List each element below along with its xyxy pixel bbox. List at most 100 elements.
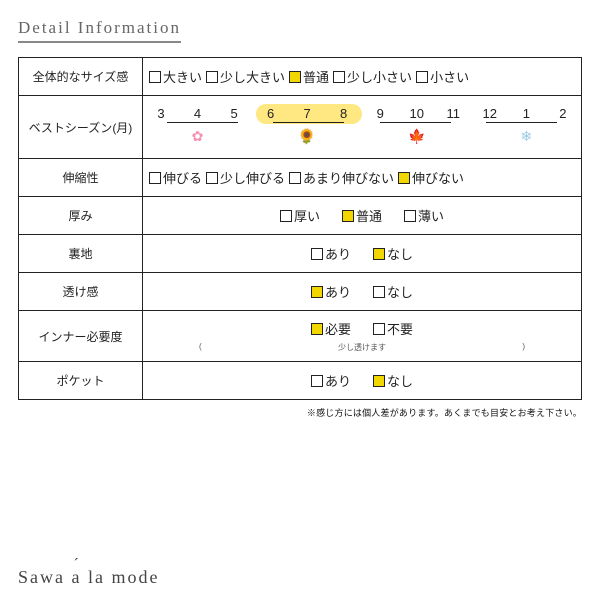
table-row-thick: 厚み 厚い 普通 薄い [19, 197, 582, 235]
option: 少し大きい [206, 67, 285, 86]
sunflower-icon: 🌻 [295, 128, 319, 145]
option: 少し伸びる [206, 168, 285, 187]
month-label: 3 [149, 106, 173, 121]
season-cell: 345678910111212✿🌻🍁❄ [143, 96, 582, 159]
option-label: 伸びる [163, 168, 202, 187]
icon-spacer [478, 128, 502, 145]
checkbox-icon [398, 172, 410, 184]
icon-spacer [368, 128, 392, 145]
table-row-stretch: 伸縮性伸びる少し伸びるあまり伸びない伸びない [19, 159, 582, 197]
option: なし [373, 371, 413, 390]
snow-icon: ❄ [514, 128, 538, 145]
table-row-inner: インナー必要度 必要 不要 (少し透けます) [19, 311, 582, 362]
row-options: あり なし [143, 273, 582, 311]
checkbox-icon [311, 286, 323, 298]
option-label: あまり伸びない [303, 168, 394, 187]
month-label: 5 [222, 106, 246, 121]
checkbox-icon [206, 172, 218, 184]
option-label: あり [325, 371, 351, 390]
month-label: 6 [259, 106, 283, 121]
checkbox-icon [416, 71, 428, 83]
checkbox-icon [149, 172, 161, 184]
option: 伸びない [398, 168, 464, 187]
option-label: 普通 [303, 67, 329, 86]
option: 大きい [149, 67, 202, 86]
option: あり [311, 244, 351, 263]
row-label: 厚み [19, 197, 143, 235]
row-options: 大きい少し大きい普通少し小さい小さい [143, 58, 582, 96]
checkbox-icon [404, 210, 416, 222]
option: なし [373, 244, 413, 263]
option-label: 大きい [163, 67, 202, 86]
row-subnote: (少し透けます) [149, 342, 575, 353]
table-row-pocket: ポケット あり なし [19, 362, 582, 400]
season-segment-line [380, 122, 451, 123]
icon-spacer [259, 128, 283, 145]
table-row-lining: 裏地 あり なし [19, 235, 582, 273]
month-label: 11 [441, 106, 465, 121]
table-row-size: 全体的なサイズ感大きい少し大きい普通少し小さい小さい [19, 58, 582, 96]
checkbox-icon [311, 323, 323, 335]
month-label: 8 [332, 106, 356, 121]
option-label: 少し伸びる [220, 168, 285, 187]
brand: Sawa a la mode [18, 567, 159, 588]
option-label: 薄い [418, 206, 444, 225]
option: 薄い [404, 206, 444, 225]
month-label: 7 [295, 106, 319, 121]
option-label: なし [387, 371, 413, 390]
option-label: 不要 [387, 319, 413, 338]
row-label: インナー必要度 [19, 311, 143, 362]
row-options: 必要 不要 (少し透けます) [143, 311, 582, 362]
footnote: ※感じ方には個人差があります。あくまでも目安とお考え下さい。 [18, 406, 582, 419]
month-label: 1 [514, 106, 538, 121]
option-label: あり [325, 244, 351, 263]
icon-spacer [441, 128, 465, 145]
checkbox-icon [289, 172, 301, 184]
checkbox-icon [311, 375, 323, 387]
season-segment-line [273, 122, 344, 123]
option: 厚い [280, 206, 320, 225]
icon-spacer [149, 128, 173, 145]
checkbox-icon [149, 71, 161, 83]
option-label: なし [387, 282, 413, 301]
checkbox-icon [333, 71, 345, 83]
row-options: 厚い 普通 薄い [143, 197, 582, 235]
row-label: 裏地 [19, 235, 143, 273]
season-segment-line [167, 122, 238, 123]
leaf-icon: 🍁 [405, 128, 429, 145]
checkbox-icon [373, 248, 385, 260]
row-label: 全体的なサイズ感 [19, 58, 143, 96]
option: 普通 [342, 206, 382, 225]
row-label: ポケット [19, 362, 143, 400]
option: 普通 [289, 67, 329, 86]
season-segment-line [486, 122, 557, 123]
option: 不要 [373, 319, 413, 338]
row-label: ベストシーズン(月) [19, 96, 143, 159]
option-label: 少し大きい [220, 67, 285, 86]
row-options: あり なし [143, 235, 582, 273]
month-label: 12 [478, 106, 502, 121]
option-label: 普通 [356, 206, 382, 225]
icon-spacer [222, 128, 246, 145]
option-label: 必要 [325, 319, 351, 338]
checkbox-icon [342, 210, 354, 222]
option: 伸びる [149, 168, 202, 187]
option-label: 少し小さい [347, 67, 412, 86]
option: 小さい [416, 67, 469, 86]
option: 必要 [311, 319, 351, 338]
option: あり [311, 371, 351, 390]
checkbox-icon [373, 286, 385, 298]
row-label: 透け感 [19, 273, 143, 311]
checkbox-icon [280, 210, 292, 222]
table-row-sheer: 透け感 あり なし [19, 273, 582, 311]
option-label: 伸びない [412, 168, 464, 187]
option: なし [373, 282, 413, 301]
detail-table: 全体的なサイズ感大きい少し大きい普通少し小さい小さいベストシーズン(月)3456… [18, 57, 582, 400]
icon-spacer [551, 128, 575, 145]
checkbox-icon [311, 248, 323, 260]
table-row-season: ベストシーズン(月)345678910111212✿🌻🍁❄ [19, 96, 582, 159]
checkbox-icon [373, 375, 385, 387]
option: 少し小さい [333, 67, 412, 86]
month-label: 4 [186, 106, 210, 121]
option: あり [311, 282, 351, 301]
